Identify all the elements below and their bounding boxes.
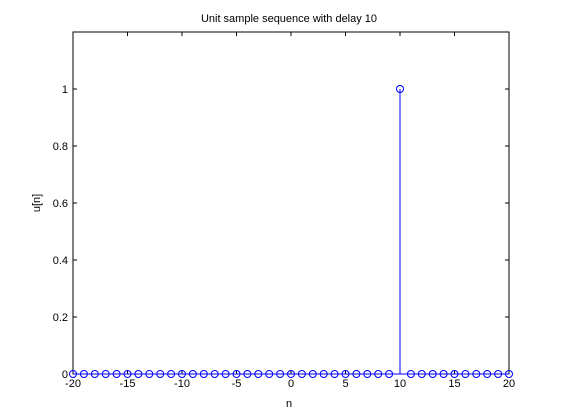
x-tick-label: 0	[288, 378, 294, 390]
x-tick-label: 10	[394, 378, 406, 390]
plot-area	[72, 31, 510, 375]
y-tick-label: 0.6	[53, 198, 68, 210]
y-tick-label: 0	[62, 369, 68, 381]
x-tick-label: -10	[174, 378, 190, 390]
axis-ticks: -20 -15 -10 -5 0 5 10 15 20 0 0.2 0.4 0.6 0.8 1	[53, 32, 515, 390]
chart-title: Unit sample sequence with delay 10	[201, 13, 377, 25]
x-tick-label: -5	[232, 378, 242, 390]
stem-marker	[396, 85, 404, 93]
x-tick-label: -15	[120, 378, 136, 390]
y-tick-label: 1	[62, 84, 68, 96]
y-axis-label: u[n]	[31, 194, 43, 212]
x-tick-label: -20	[65, 378, 81, 390]
x-axis-label: n	[286, 398, 292, 410]
y-tick-label: 0.4	[53, 255, 68, 267]
x-tick-label: 15	[448, 378, 460, 390]
y-tick-label: 0.8	[53, 141, 68, 153]
x-tick-label: 20	[503, 378, 515, 390]
stem-series	[69, 85, 513, 378]
y-tick-label: 0.2	[53, 312, 68, 324]
x-tick-label: 5	[342, 378, 348, 390]
